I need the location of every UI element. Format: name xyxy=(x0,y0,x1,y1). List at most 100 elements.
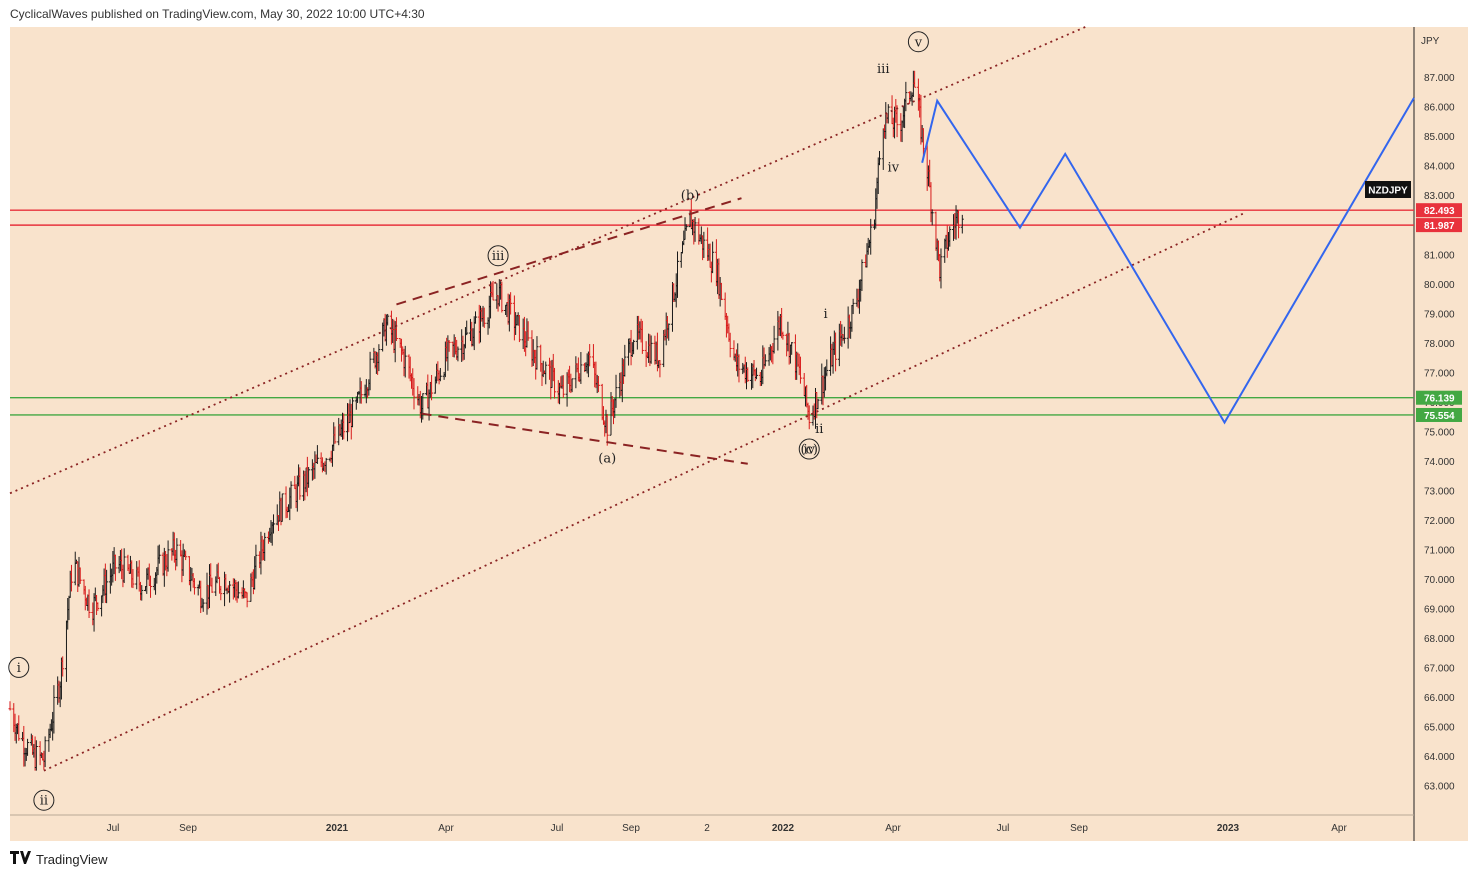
ohlc-bar xyxy=(834,332,838,372)
y-tick-label: 66.000 xyxy=(1424,693,1455,704)
y-tick-label: 73.000 xyxy=(1424,486,1455,497)
y-tick-label: 78.000 xyxy=(1424,339,1455,350)
ohlc-bar xyxy=(438,368,442,382)
y-tick-label: 70.000 xyxy=(1424,575,1455,586)
ohlc-bar xyxy=(535,336,539,370)
y-tick-label: 63.000 xyxy=(1424,781,1455,792)
ohlc-bar xyxy=(289,481,293,509)
ohlc-bar xyxy=(851,298,855,315)
ohlc-bar xyxy=(421,393,425,420)
ohlc-bar xyxy=(728,332,732,358)
ohlc-bar xyxy=(307,467,311,488)
ohlc-bar xyxy=(263,532,267,561)
ohlc-bar xyxy=(359,381,363,404)
y-tick-label: 65.000 xyxy=(1424,722,1455,733)
ohlc-bar xyxy=(684,224,688,231)
ohlc-bar xyxy=(175,538,179,567)
ohlc-bar xyxy=(746,367,750,382)
ohlc-bar xyxy=(254,544,258,579)
ohlc-bar xyxy=(772,325,776,354)
ohlc-bar xyxy=(78,567,82,584)
wave-label-circle xyxy=(798,438,820,460)
ohlc-bar xyxy=(790,342,794,355)
symbol-tag: NZDJPY xyxy=(1365,181,1411,198)
wave-label: iv xyxy=(798,438,820,460)
publish-info: CyclicalWaves published on TradingView.c… xyxy=(10,7,425,21)
ohlc-bar xyxy=(201,599,205,612)
wedge-trendline xyxy=(396,197,742,306)
ohlc-bar xyxy=(614,374,618,408)
wave-label-circle xyxy=(907,31,929,53)
ohlc-bar xyxy=(886,104,890,124)
wave-label-text: iv xyxy=(803,443,815,458)
x-tick-label: 2021 xyxy=(326,823,349,834)
ohlc-bar xyxy=(544,361,548,385)
symbol-tag-bg xyxy=(1365,181,1411,198)
ohlc-bar xyxy=(561,375,565,398)
ohlc-bar xyxy=(113,554,117,581)
wave-label: (b) xyxy=(681,189,699,204)
wave-label-text: i xyxy=(823,307,827,322)
ohlc-bar xyxy=(87,589,91,619)
ohlc-bar xyxy=(632,339,636,355)
ohlc-bar xyxy=(61,656,65,677)
ohlc-bar xyxy=(298,467,302,500)
price-level-tag: 81.987 xyxy=(1416,218,1462,233)
y-tick-label: 68.000 xyxy=(1424,634,1455,645)
ohlc-bar xyxy=(526,321,530,341)
ohlc-bar xyxy=(131,569,135,589)
wave-label-text: (b) xyxy=(681,189,699,204)
wave-label: (a) xyxy=(598,451,616,466)
ohlc-bar xyxy=(623,344,627,377)
ohlc-bar xyxy=(236,581,240,599)
ohlc-bar xyxy=(675,251,679,298)
projection-path xyxy=(921,97,1415,425)
ohlc-bar xyxy=(52,685,56,734)
ohlc-bar xyxy=(913,70,917,88)
ohlc-bar xyxy=(570,378,574,393)
wave-label-text: ii xyxy=(40,794,48,809)
wave-label-text: ii xyxy=(815,422,823,437)
ohlc-bar xyxy=(430,374,434,401)
ohlc-bar xyxy=(34,740,38,771)
ohlc-bar xyxy=(895,105,899,138)
wave-label-circle xyxy=(8,656,30,678)
wave-label: iii xyxy=(487,245,509,267)
channel-line xyxy=(43,212,1245,772)
wave-label: v xyxy=(907,31,929,53)
wave-label-text: v xyxy=(914,35,923,50)
ohlc-bar xyxy=(403,345,407,378)
ohlc-bar xyxy=(228,580,232,603)
ohlc-bar xyxy=(869,218,873,255)
ohlc-bar xyxy=(693,216,697,242)
ohlc-bar xyxy=(737,354,741,383)
y-tick-label: 71.000 xyxy=(1424,545,1455,556)
price-level-tag-bg xyxy=(1416,407,1462,422)
wave-label-text: iii xyxy=(877,62,889,77)
y-tick-label: 72.000 xyxy=(1424,516,1455,527)
ohlc-bar xyxy=(192,578,196,595)
ohlc-bar xyxy=(960,214,964,234)
ohlc-bar xyxy=(948,226,952,247)
ohlc-bar xyxy=(640,320,644,354)
ohlc-bar xyxy=(957,209,961,239)
ohlc-bar xyxy=(105,569,109,604)
tradingview-logo-icon xyxy=(10,851,32,867)
x-tick-label: Jul xyxy=(107,823,120,834)
ohlc-bar xyxy=(456,346,460,362)
ohlc-bar xyxy=(491,280,495,301)
ohlc-bar xyxy=(763,354,767,367)
y-tick-label: 69.000 xyxy=(1424,604,1455,615)
ohlc-bar xyxy=(412,378,416,410)
ohlc-bar xyxy=(342,413,346,440)
ohlc-bar xyxy=(96,602,100,611)
wave-label: i xyxy=(823,307,827,322)
x-tick-label: Apr xyxy=(438,823,454,834)
ohlc-bar xyxy=(166,540,170,572)
y-tick-label: 86.000 xyxy=(1424,103,1455,114)
ohlc-bar xyxy=(588,344,592,367)
price-level-tag-text: 75.554 xyxy=(1424,411,1455,422)
wave-label-text: iii xyxy=(492,249,504,264)
ohlc-bar xyxy=(184,550,188,561)
